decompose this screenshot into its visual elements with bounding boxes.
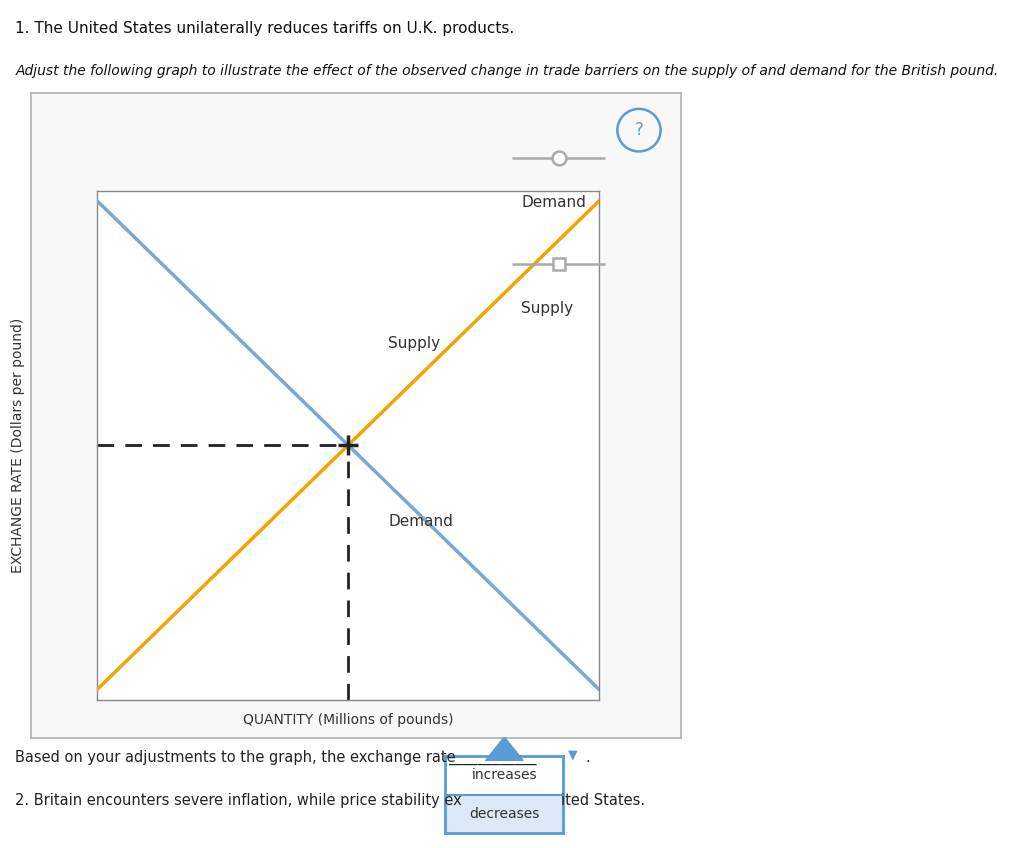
Text: .: . (586, 750, 591, 766)
Text: EXCHANGE RATE (Dollars per pound): EXCHANGE RATE (Dollars per pound) (11, 317, 26, 573)
Polygon shape (485, 737, 523, 761)
Text: Demand: Demand (521, 195, 587, 209)
X-axis label: QUANTITY (Millions of pounds): QUANTITY (Millions of pounds) (243, 713, 454, 728)
Bar (445, 756, 563, 795)
Text: 1. The United States unilaterally reduces tariffs on U.K. products.: 1. The United States unilaterally reduce… (15, 21, 515, 36)
Text: ▼: ▼ (568, 749, 578, 762)
Text: increases: increases (471, 768, 538, 783)
Text: ?: ? (635, 121, 643, 139)
Text: ____________: ____________ (449, 750, 537, 766)
Text: Demand: Demand (388, 514, 454, 529)
Text: ited States.: ited States. (561, 793, 645, 808)
Text: 2. Britain encounters severe inflation, while price stability ex: 2. Britain encounters severe inflation, … (15, 793, 462, 808)
Text: Based on your adjustments to the graph, the exchange rate: Based on your adjustments to the graph, … (15, 750, 456, 766)
Text: decreases: decreases (469, 806, 540, 821)
Text: Supply: Supply (521, 301, 573, 315)
Text: Adjust the following graph to illustrate the effect of the observed change in tr: Adjust the following graph to illustrate… (15, 64, 998, 78)
Text: Supply: Supply (388, 336, 440, 351)
